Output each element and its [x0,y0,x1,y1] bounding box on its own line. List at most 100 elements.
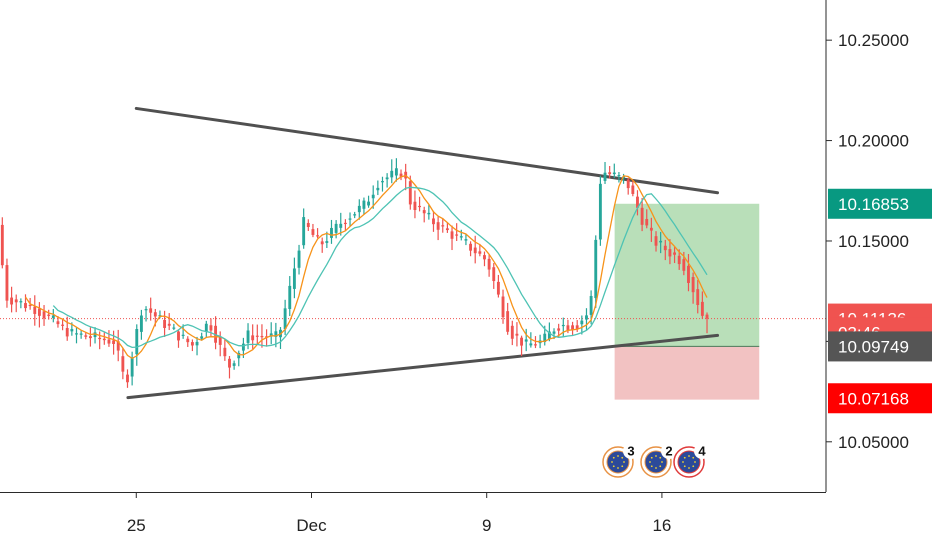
moving-average-line[interactable] [52,186,708,349]
candle[interactable] [487,254,491,277]
candle[interactable] [84,332,88,340]
candle[interactable] [325,231,329,248]
candle[interactable] [61,319,65,331]
candle[interactable] [700,291,704,319]
candle[interactable] [547,322,551,342]
chart-pane[interactable] [0,106,826,400]
candle[interactable] [617,172,621,183]
candle[interactable] [116,329,120,362]
candle[interactable] [483,251,486,267]
time-axis[interactable]: 25 Dec 9 16 [127,492,672,535]
candle[interactable] [51,308,55,323]
take-profit-zone[interactable] [614,203,760,347]
candle[interactable] [390,159,394,184]
candle[interactable] [237,350,241,367]
candle[interactable] [640,197,644,232]
candle[interactable] [75,327,78,344]
candle[interactable] [445,222,449,233]
candle[interactable] [0,217,4,269]
candle[interactable] [455,223,459,241]
candle[interactable] [464,233,468,246]
candle[interactable] [126,369,129,388]
candle[interactable] [302,208,306,249]
candle[interactable] [510,320,514,346]
candle[interactable] [47,309,51,320]
candle[interactable] [167,313,171,331]
candle[interactable] [506,302,510,335]
candle[interactable] [269,322,273,345]
candle[interactable] [362,197,366,215]
candle[interactable] [316,228,320,239]
candle[interactable] [357,199,361,220]
event-flag[interactable]: 3 [602,443,639,478]
candle[interactable] [343,219,347,231]
candle[interactable] [575,320,579,332]
candle[interactable] [594,235,598,308]
candle[interactable] [399,169,403,181]
candle[interactable] [279,327,282,349]
candle[interactable] [673,246,676,264]
candle[interactable] [598,175,602,246]
candle[interactable] [19,298,23,309]
candle[interactable] [98,331,102,350]
candle[interactable] [209,318,213,337]
candle[interactable] [654,231,658,252]
candle[interactable] [251,324,255,349]
candle[interactable] [520,335,524,357]
candle[interactable] [691,272,695,304]
candle[interactable] [297,244,301,275]
candle[interactable] [571,321,575,335]
candle[interactable] [292,257,296,299]
candle[interactable] [626,177,630,195]
candle[interactable] [144,306,148,322]
candle[interactable] [330,219,333,244]
candle[interactable] [696,279,700,314]
candle[interactable] [561,317,565,337]
candle[interactable] [367,195,371,208]
candle[interactable] [408,175,412,210]
candle[interactable] [473,235,477,264]
candle[interactable] [501,289,505,324]
candle[interactable] [172,323,176,331]
candle[interactable] [232,360,236,370]
candle[interactable] [524,328,528,352]
candle[interactable] [469,241,473,257]
candle[interactable] [612,163,616,179]
event-flag[interactable]: 4 [673,443,710,478]
candle[interactable] [177,329,180,348]
candle[interactable] [441,217,445,233]
candle[interactable] [139,309,143,340]
candle[interactable] [163,310,167,337]
candle[interactable] [24,294,27,312]
candle[interactable] [668,239,672,265]
candle[interactable] [334,220,338,239]
candle[interactable] [130,351,134,386]
candle[interactable] [496,274,500,298]
candle[interactable] [79,330,83,339]
candle[interactable] [88,327,92,347]
candle[interactable] [223,339,227,361]
moving-average-line[interactable] [24,174,708,360]
candle[interactable] [353,211,357,219]
candle[interactable] [33,295,37,326]
candle[interactable] [385,173,389,188]
candle[interactable] [585,308,588,331]
candle[interactable] [339,212,343,236]
candle[interactable] [348,212,352,226]
candle[interactable] [436,216,440,241]
candle[interactable] [432,210,435,232]
economic-events[interactable]: 3 2 4 [602,443,710,478]
candle[interactable] [65,316,69,341]
candle[interactable] [603,162,607,184]
candle[interactable] [492,263,496,289]
candle[interactable] [636,190,639,216]
stop-loss-zone[interactable] [614,346,760,400]
candle[interactable] [218,331,222,357]
candle[interactable] [135,324,139,366]
candle[interactable] [5,258,9,308]
candle[interactable] [214,316,218,350]
candle[interactable] [288,276,292,317]
trendline[interactable] [134,106,720,195]
candle[interactable] [311,223,315,238]
candle[interactable] [320,237,324,253]
